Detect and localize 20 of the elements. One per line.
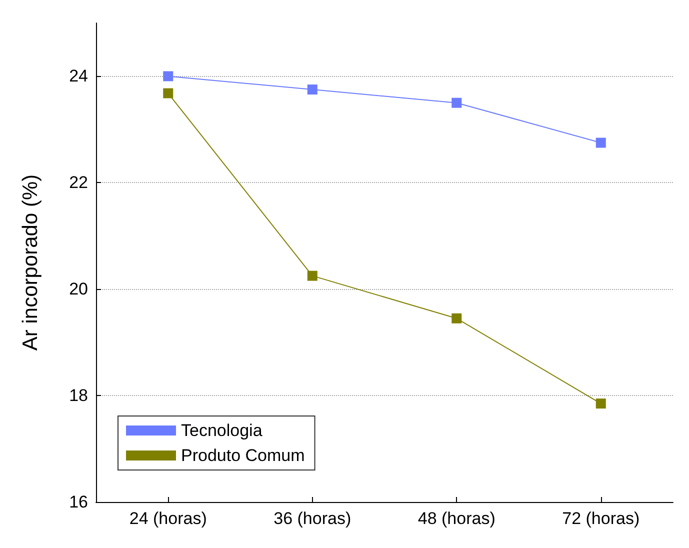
- x-tick-label: 24 (horas): [129, 509, 207, 528]
- legend-label: Tecnologia: [181, 421, 263, 440]
- point: [307, 270, 318, 281]
- y-tick-label: 20: [69, 280, 88, 299]
- y-tick-label: 24: [69, 66, 88, 86]
- y-tick-label: 22: [69, 173, 88, 192]
- point: [596, 398, 606, 409]
- point: [163, 71, 174, 82]
- point: [163, 88, 174, 98]
- y-tick-label: 16: [69, 492, 88, 512]
- x-tick-label: 48 (horas): [418, 509, 496, 528]
- x-tick-label: 36 (horas): [274, 509, 352, 528]
- point: [596, 138, 606, 148]
- legend-label: Produto Comum: [181, 446, 305, 465]
- point: [452, 313, 462, 324]
- point: [307, 84, 318, 95]
- y-axis-title: Ar incorporado (%): [19, 174, 42, 351]
- y-tick-label: 18: [69, 386, 88, 406]
- point: [452, 98, 462, 108]
- x-tick-label: 72 (horas): [562, 509, 640, 528]
